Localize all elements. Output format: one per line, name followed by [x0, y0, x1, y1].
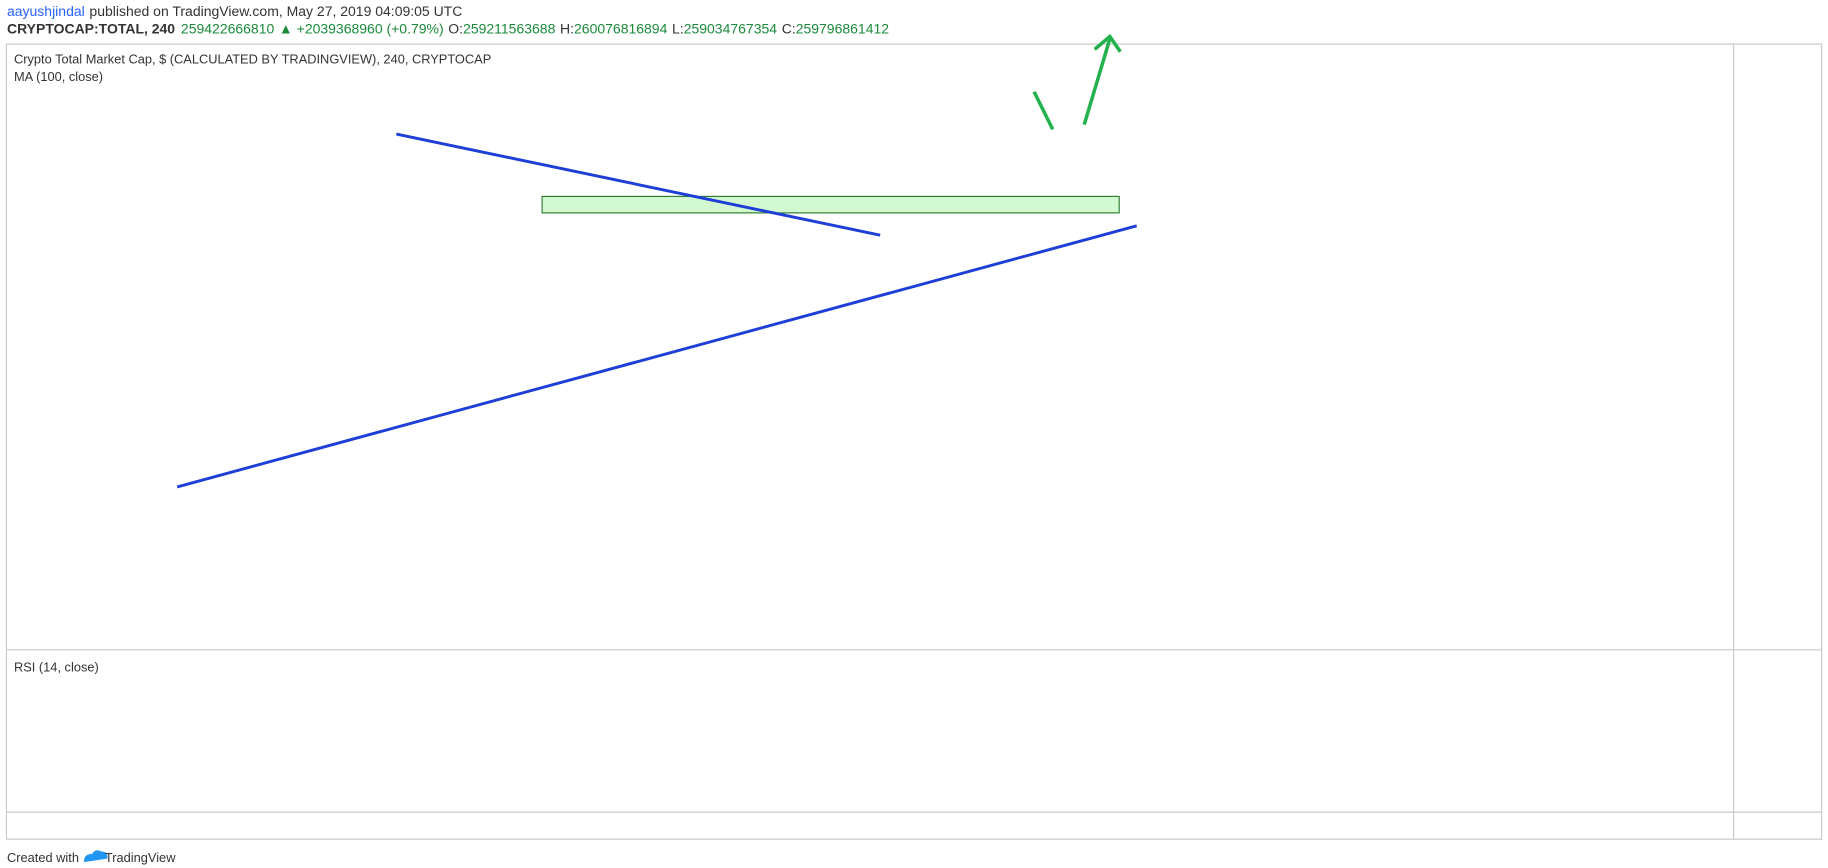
ohlc-value: 260076816894	[574, 20, 668, 36]
quote-line: CRYPTOCAP:TOTAL, 240 259422666810 ▲ +20393…	[7, 20, 889, 36]
ohlc-value: 259034767354	[684, 20, 778, 36]
chart-title: Crypto Total Market Cap, $ (CALCULATED B…	[14, 51, 491, 66]
footer-text: Created with	[7, 850, 79, 865]
arrow	[1082, 38, 1112, 126]
change: ▲ +2039368960 (+0.79%)	[279, 20, 444, 36]
author[interactable]: aayushjindal	[7, 2, 85, 18]
published: published on TradingView.com, May 27, 20…	[89, 2, 462, 18]
publish-line: aayushjindal published on TradingView.com…	[7, 2, 462, 18]
ohlc-label: O:	[448, 20, 463, 36]
resistance-zone	[541, 195, 1120, 214]
footer-brand[interactable]: TradingView	[105, 850, 176, 865]
ohlc-value: 259796861412	[796, 20, 890, 36]
ohlc-value: 259211563688	[463, 20, 555, 36]
symbol: CRYPTOCAP:TOTAL, 240	[7, 20, 175, 36]
ohlc-label: H:	[560, 20, 574, 36]
drawings	[176, 33, 1138, 489]
arrow	[1032, 90, 1055, 131]
legend-entry: MA (100, close)	[14, 69, 103, 84]
arrow-head	[1093, 33, 1122, 53]
logo	[83, 850, 108, 863]
trend-line	[396, 132, 881, 237]
rsi-title: RSI (14, close)	[14, 659, 99, 674]
last: 259422666810	[181, 20, 275, 36]
chart-frame	[5, 43, 1823, 840]
trend-line	[176, 224, 1138, 489]
ohlc-label: C:	[782, 20, 796, 36]
ohlc-label: L:	[672, 20, 684, 36]
